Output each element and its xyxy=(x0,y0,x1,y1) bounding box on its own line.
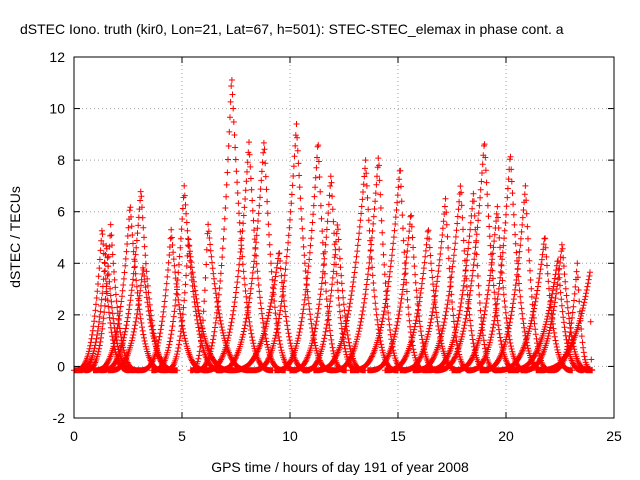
data-series-arc xyxy=(271,142,350,374)
arc-markers xyxy=(328,155,410,374)
x-tick-label: 25 xyxy=(606,428,622,444)
arc-markers xyxy=(271,142,350,374)
data-series-arc xyxy=(518,241,593,374)
arc-markers xyxy=(347,167,429,374)
data-series-arc xyxy=(328,155,410,374)
x-tick-label: 5 xyxy=(178,428,186,444)
x-tick-label: 15 xyxy=(390,428,406,444)
y-tick-label: 2 xyxy=(57,307,65,323)
data-series-arc xyxy=(477,182,554,374)
x-tick-label: 10 xyxy=(282,428,298,444)
data-series-arc xyxy=(364,212,442,374)
y-tick-label: 8 xyxy=(57,152,65,168)
arc-markers xyxy=(548,260,596,374)
arc-markers xyxy=(518,241,593,374)
data-series-arc xyxy=(548,260,596,374)
y-tick-label: 6 xyxy=(57,204,65,220)
arc-markers xyxy=(477,182,554,374)
data-layer xyxy=(71,77,596,374)
x-tick-label: 20 xyxy=(498,428,514,444)
y-tick-label: 10 xyxy=(49,101,65,117)
arc-markers xyxy=(364,212,442,374)
plot-frame xyxy=(73,56,615,419)
data-series-arc xyxy=(347,167,429,374)
x-tick-label: 0 xyxy=(70,428,78,444)
y-tick-label: 0 xyxy=(57,358,65,374)
chart-title: dSTEC Iono. truth (kir0, Lon=21, Lat=67,… xyxy=(20,21,564,37)
y-tick-label: 12 xyxy=(49,49,65,65)
y-tick-label: 4 xyxy=(57,255,65,271)
y-axis-label: dSTEC / TECUs xyxy=(7,186,23,288)
arc-markers xyxy=(492,235,576,374)
y-tick-label: -2 xyxy=(53,410,66,426)
data-series-arc xyxy=(492,235,576,374)
x-axis-label: GPS time / hours of day 191 of year 2008 xyxy=(211,459,469,475)
